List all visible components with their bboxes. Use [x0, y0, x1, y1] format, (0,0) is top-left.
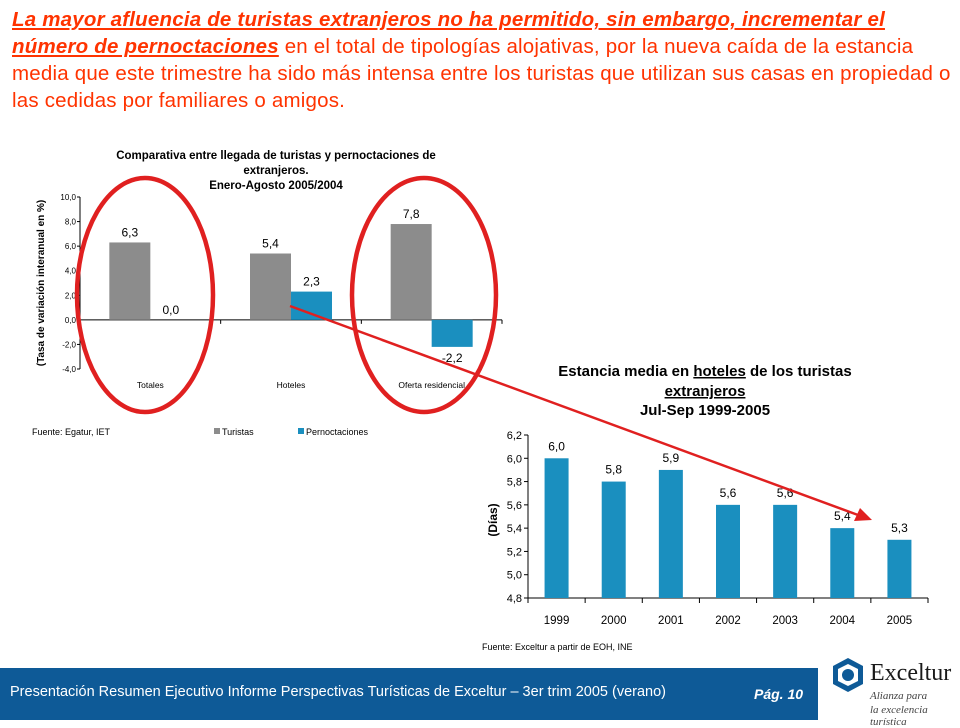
chart2-data-label: 5,9	[663, 451, 680, 465]
chart2-category-label: 2004	[829, 615, 855, 627]
logo-tagline1: Alianza para	[870, 690, 928, 702]
exceltur-logo: Exceltur Alianza para la excelencia turí…	[828, 654, 960, 728]
chart1-title-line1: Comparativa entre llegada de turistas y …	[116, 150, 436, 162]
chart1-ytick-label: 10,0	[60, 193, 76, 202]
chart1-bar-turistas	[109, 242, 151, 320]
chart2-bars	[544, 458, 912, 598]
chart1-ytick-label: 0,0	[65, 316, 77, 325]
logo-tagline2: la excelencia turística	[870, 704, 928, 728]
legend-swatch-turistas	[214, 428, 220, 434]
chart1-ytick-label: 6,0	[65, 242, 77, 251]
chart1-ytick-label: 2,0	[65, 291, 77, 300]
chart2-ytick-label: 6,2	[507, 430, 522, 442]
chart1-title-line2: extranjeros.	[243, 165, 308, 177]
chart1-source: Fuente: Egatur, IET	[32, 427, 111, 437]
chart1-bar-pernoctaciones	[291, 291, 332, 320]
chart2-category-label: 2002	[715, 615, 741, 627]
chart2-title-line1: Estancia media en hoteles de los turista…	[558, 363, 851, 380]
chart2-bar	[773, 504, 798, 598]
footer-bar: Presentación Resumen Ejecutivo Informe P…	[0, 668, 818, 720]
chart1-bar-pernoctaciones	[431, 319, 473, 347]
chart1-category-label: Oferta residencial	[398, 380, 465, 390]
legend-label-turistas: Turistas	[222, 427, 254, 437]
headline-emphasis: La mayor afluencia de turistas extranjer…	[12, 8, 885, 58]
chart2-ytick-label: 5,2	[507, 546, 522, 558]
chart1-ytick-label: 4,0	[65, 267, 77, 276]
logo-brand: Exceltur	[870, 660, 952, 686]
chart2-category-label: 1999	[544, 615, 570, 627]
chart1-category-labels: Totales Hoteles Oferta residencial	[137, 380, 465, 390]
chart2-ytick-label: 4,8	[507, 593, 522, 605]
chart2-data-label: 6,0	[548, 439, 565, 453]
chart2-data-labels: 6,05,85,95,6 5,65,45,3	[548, 439, 908, 535]
chart2-bar	[601, 481, 626, 598]
chart2-ytick-label: 6,0	[507, 453, 522, 465]
highlight-ellipse-totales	[74, 175, 216, 415]
chart2-bar	[887, 539, 912, 598]
chart1-title-line3: Enero-Agosto 2005/2004	[209, 180, 343, 192]
chart1-data-label: 7,8	[403, 207, 420, 221]
chart2-ylabel: (Días)	[486, 503, 500, 536]
chart2-title-line3: Jul-Sep 1999-2005	[640, 402, 770, 419]
chart2-data-label: 5,6	[720, 486, 737, 500]
chart2-ytick-label: 5,8	[507, 477, 522, 489]
chart2-bar	[544, 458, 569, 598]
chart2-bar	[658, 469, 683, 598]
chart2-category-labels: 1999 2000 2001 2002 2003 2004 2005	[544, 615, 912, 627]
chart1-data-label: 0,0	[162, 303, 179, 317]
chart2-title-line2: extranjeros	[665, 383, 746, 400]
chart2-ytick-label: 5,4	[507, 523, 522, 535]
chart2-bar	[716, 504, 740, 598]
highlight-ellipse-oferta-residencial	[349, 175, 499, 415]
chart1-data-labels: 6,3 0,0 5,4 2,3 7,8 -2,2	[121, 207, 462, 365]
headline: La mayor afluencia de turistas extranjer…	[12, 6, 952, 114]
footer-text: Presentación Resumen Ejecutivo Informe P…	[10, 684, 667, 700]
chart2-category-label: 2001	[658, 615, 684, 627]
chart2-data-label: 5,3	[891, 521, 908, 535]
chart1-category-label: Hoteles	[277, 380, 306, 390]
chart2-bar	[830, 528, 855, 598]
page-number: Pág. 10	[754, 686, 804, 702]
chart2-title-part1: Estancia media en	[558, 363, 693, 380]
chart2-category-label: 2003	[772, 615, 798, 627]
legend-label-pernoctaciones: Pernoctaciones	[306, 427, 369, 437]
chart2-category-label: 2005	[887, 615, 913, 627]
chart1-data-label: 5,4	[262, 237, 279, 251]
chart-comparativa: Comparativa entre llegada de turistas y …	[32, 150, 503, 437]
chart1-data-label: 6,3	[121, 225, 138, 239]
headline-rest: en el total de tipologías alojativas, po…	[12, 35, 951, 112]
chart1-bars	[109, 224, 473, 347]
exceltur-emblem-icon	[833, 658, 863, 692]
chart2-title-hoteles: hoteles	[693, 363, 746, 380]
chart2-data-label: 5,8	[605, 463, 622, 477]
chart2-title-part3: de los turistas	[746, 363, 852, 380]
chart1-data-label: 2,3	[303, 275, 320, 289]
chart2-data-label: 5,4	[834, 509, 851, 523]
chart1-ylabel: (Tasa de variación interanual en %)	[36, 200, 47, 367]
chart2-ytick-label: 5,0	[507, 570, 522, 582]
legend-swatch-pernoctaciones	[298, 428, 304, 434]
chart1-data-label: -2,2	[442, 351, 463, 365]
chart-estancia-media: Estancia media en hoteles de los turista…	[482, 363, 929, 652]
chart2-category-label: 2000	[601, 615, 627, 627]
chart1-ytick-label: -4,0	[62, 365, 76, 374]
chart1-bar-turistas	[390, 224, 432, 320]
chart2-ytick-label: 5,6	[507, 500, 522, 512]
chart1-ytick-label: 8,0	[65, 218, 77, 227]
chart1-category-label: Totales	[137, 380, 164, 390]
trend-arrow-head	[854, 508, 872, 521]
trend-arrow-line	[289, 304, 859, 517]
chart2-source: Fuente: Exceltur a partir de EOH, INE	[482, 642, 633, 652]
chart1-ytick-label: -2,0	[62, 340, 76, 349]
chart1-bar-turistas	[250, 253, 291, 320]
